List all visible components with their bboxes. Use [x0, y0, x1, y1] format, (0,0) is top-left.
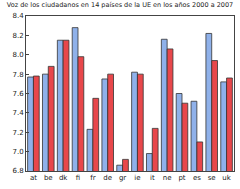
svg-text:7.6: 7.6: [12, 90, 24, 98]
svg-text:se: se: [208, 174, 216, 182]
svg-text:de: de: [103, 174, 112, 182]
svg-text:ne: ne: [163, 174, 172, 182]
svg-text:8.0: 8.0: [12, 51, 23, 59]
svg-text:7.8: 7.8: [12, 71, 23, 79]
svg-text:dk: dk: [59, 174, 68, 182]
svg-text:gr: gr: [119, 174, 126, 182]
svg-text:7.0: 7.0: [12, 148, 23, 156]
svg-text:es: es: [193, 174, 201, 182]
svg-text:it: it: [150, 174, 155, 182]
svg-text:be: be: [44, 174, 53, 182]
svg-text:8.2: 8.2: [12, 32, 23, 40]
svg-text:Voz de los ciudadanos en 14 pa: Voz de los ciudadanos en 14 países de la…: [7, 1, 234, 9]
svg-text:fr: fr: [90, 174, 95, 182]
svg-text:6.8: 6.8: [12, 167, 23, 175]
svg-text:8.4: 8.4: [12, 12, 24, 20]
svg-text:at: at: [30, 174, 37, 182]
svg-text:pt: pt: [178, 174, 185, 182]
svg-text:7.2: 7.2: [12, 129, 23, 137]
svg-text:7.4: 7.4: [12, 109, 24, 117]
svg-text:fi: fi: [76, 174, 80, 182]
svg-text:uk: uk: [222, 174, 231, 182]
svg-text:ie: ie: [134, 174, 140, 182]
